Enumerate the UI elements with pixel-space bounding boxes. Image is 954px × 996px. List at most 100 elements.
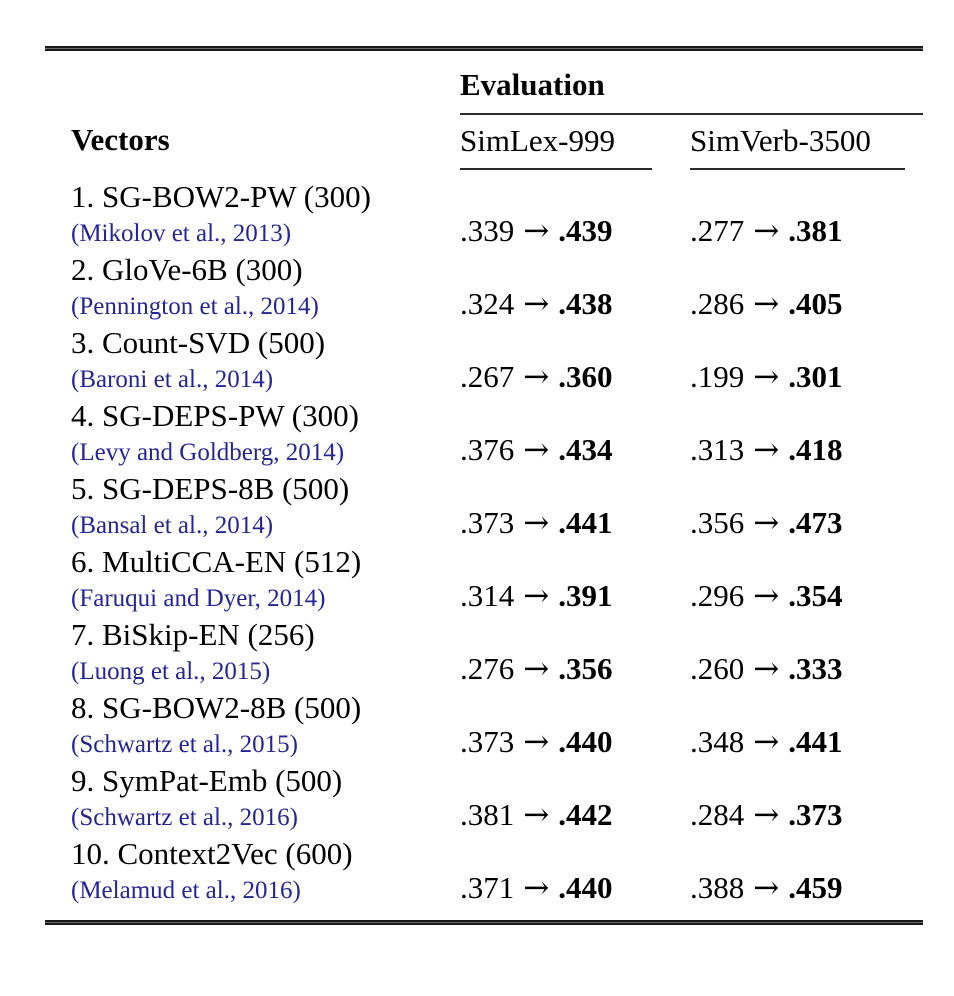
vector-citation-link[interactable]: (Pennington et al., 2014) [71,293,319,320]
simlex-score-after: .440 [558,870,613,905]
arrow-icon: → [753,213,780,249]
arrow-icon: → [523,651,550,687]
simverb-score-after: .459 [788,870,843,905]
vector-citation-link[interactable]: (Luong et al., 2015) [71,658,271,685]
evaluation-header-spacer [45,51,460,115]
simverb-column-rule [690,168,905,170]
vector-citation-link[interactable]: (Mikolov et al., 2013) [71,220,292,247]
evaluation-header-row: Evaluation [45,51,923,115]
simverb-value: .199 → .301 [690,358,923,398]
vector-citation-link[interactable]: (Melamud et al., 2016) [71,877,301,904]
arrow-icon: → [523,724,550,760]
vector-name: 4. SG-DEPS-PW (300) [71,398,359,433]
simlex-value: .276 → .356 [460,650,690,690]
simverb-score-after: .373 [788,797,843,832]
simlex-score-before: .267 [460,359,515,394]
simverb-score-after: .333 [788,651,843,686]
vector-cell: 1. SG-BOW2-PW (300) (Mikolov et al., 201… [45,179,460,252]
arrow-icon: → [753,286,780,322]
arrow-icon: → [523,578,550,614]
simverb-score-after: .418 [788,432,843,467]
vector-citation-link[interactable]: (Baroni et al., 2014) [71,366,274,393]
vector-name: 7. BiSkip-EN (256) [71,617,315,652]
simlex-value: .339 → .439 [460,212,690,252]
vector-citation-link[interactable]: (Levy and Goldberg, 2014) [71,439,345,466]
vectors-column-header: Vectors [71,122,170,157]
simlex-score-after: .356 [558,651,613,686]
arrow-icon: → [523,359,550,395]
arrow-icon: → [523,505,550,541]
vector-cell: 4. SG-DEPS-PW (300) (Levy and Goldberg, … [45,398,460,471]
vector-name: 3. Count-SVD (500) [71,325,326,360]
simlex-column-rule [460,168,652,170]
simlex-score-after: .440 [558,724,613,759]
arrow-icon: → [753,724,780,760]
simverb-score-after: .405 [788,286,843,321]
vector-citation-link[interactable]: (Faruqui and Dyer, 2014) [71,585,326,612]
arrow-icon: → [523,286,550,322]
simlex-value: .373 → .440 [460,723,690,763]
simverb-value: .296 → .354 [690,577,923,617]
arrow-icon: → [523,870,550,906]
arrow-icon: → [753,432,780,468]
simlex-score-after: .441 [558,505,613,540]
evaluation-header-block: Evaluation [460,51,923,115]
table-row: 7. BiSkip-EN (256) (Luong et al., 2015) … [45,617,923,690]
table-rule-top [45,46,923,51]
simverb-score-before: .284 [690,797,745,832]
vector-name: 10. Context2Vec (600) [71,836,353,871]
simverb-value: .260 → .333 [690,650,923,690]
simlex-value: .371 → .440 [460,869,690,909]
simverb-score-before: .356 [690,505,745,540]
arrow-icon: → [523,213,550,249]
simverb-column-label: SimVerb-3500 [690,123,871,158]
vector-name: 2. GloVe-6B (300) [71,252,303,287]
simlex-column-label: SimLex-999 [460,123,615,158]
evaluation-header-label: Evaluation [460,67,605,102]
simverb-score-before: .388 [690,870,745,905]
simlex-score-after: .360 [558,359,613,394]
simverb-score-before: .199 [690,359,745,394]
simverb-score-before: .296 [690,578,745,613]
table-rule-bottom [45,920,923,925]
simlex-score-before: .371 [460,870,515,905]
vector-name: 8. SG-BOW2-8B (500) [71,690,362,725]
simverb-score-before: .313 [690,432,745,467]
simlex-score-before: .324 [460,286,515,321]
arrow-icon: → [753,505,780,541]
column-header-row: Vectors SimLex-999 SimVerb-3500 [45,120,923,170]
arrow-icon: → [753,797,780,833]
simverb-score-after: .354 [788,578,843,613]
vector-citation-link[interactable]: (Schwartz et al., 2016) [71,804,299,831]
simlex-score-before: .373 [460,505,515,540]
simlex-column-header: SimLex-999 [460,121,690,170]
table-row: 10. Context2Vec (600) (Melamud et al., 2… [45,836,923,909]
arrow-icon: → [753,870,780,906]
vector-cell: 6. MultiCCA-EN (512) (Faruqui and Dyer, … [45,544,460,617]
simverb-score-after: .441 [788,724,843,759]
simverb-score-after: .301 [788,359,843,394]
simlex-score-after: .438 [558,286,613,321]
vector-citation-link[interactable]: (Bansal et al., 2014) [71,512,274,539]
table-row: 5. SG-DEPS-8B (500) (Bansal et al., 2014… [45,471,923,544]
evaluation-header-rule [460,113,923,115]
simlex-value: .381 → .442 [460,796,690,836]
arrow-icon: → [753,651,780,687]
table-row: 2. GloVe-6B (300) (Pennington et al., 20… [45,252,923,325]
simverb-column-header: SimVerb-3500 [690,121,923,170]
simlex-score-before: .381 [460,797,515,832]
arrow-icon: → [753,359,780,395]
vector-citation-link[interactable]: (Schwartz et al., 2015) [71,731,299,758]
simlex-score-before: .373 [460,724,515,759]
table-row: 6. MultiCCA-EN (512) (Faruqui and Dyer, … [45,544,923,617]
simverb-score-after: .381 [788,213,843,248]
vector-cell: 9. SymPat-Emb (500) (Schwartz et al., 20… [45,763,460,836]
simverb-score-before: .260 [690,651,745,686]
vector-cell: 2. GloVe-6B (300) (Pennington et al., 20… [45,252,460,325]
simverb-score-before: .286 [690,286,745,321]
arrow-icon: → [523,797,550,833]
vector-cell: 5. SG-DEPS-8B (500) (Bansal et al., 2014… [45,471,460,544]
simlex-value: .324 → .438 [460,285,690,325]
simlex-score-before: .314 [460,578,515,613]
